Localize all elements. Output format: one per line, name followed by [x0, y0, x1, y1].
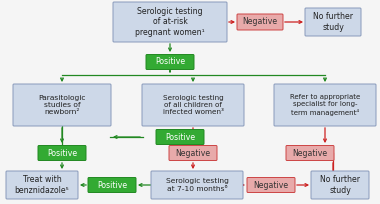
FancyBboxPatch shape	[6, 171, 78, 199]
Text: Negative: Negative	[253, 181, 288, 190]
FancyBboxPatch shape	[13, 84, 111, 126]
Text: Parasitologic
studies of
newborn²: Parasitologic studies of newborn²	[38, 95, 86, 115]
Text: Serologic testing
of at-risk
pregnant women¹: Serologic testing of at-risk pregnant wo…	[135, 7, 205, 37]
Text: Negative: Negative	[242, 18, 277, 27]
Text: Negative: Negative	[176, 149, 211, 157]
Text: Positive: Positive	[47, 149, 77, 157]
FancyBboxPatch shape	[305, 8, 361, 36]
Text: No further
study: No further study	[320, 175, 360, 195]
Text: No further
study: No further study	[313, 12, 353, 32]
FancyBboxPatch shape	[156, 130, 204, 144]
FancyBboxPatch shape	[237, 14, 283, 30]
Text: Positive: Positive	[155, 58, 185, 67]
FancyBboxPatch shape	[247, 177, 295, 193]
FancyBboxPatch shape	[38, 145, 86, 161]
FancyBboxPatch shape	[169, 145, 217, 161]
Text: Negative: Negative	[293, 149, 328, 157]
FancyBboxPatch shape	[274, 84, 376, 126]
FancyBboxPatch shape	[88, 177, 136, 193]
Text: Treat with
benznidazole⁵: Treat with benznidazole⁵	[14, 175, 70, 195]
Text: Serologic testing
at 7-10 months⁶: Serologic testing at 7-10 months⁶	[166, 178, 228, 192]
Text: Refer to appropriate
specialist for long-
term management⁴: Refer to appropriate specialist for long…	[290, 94, 360, 116]
FancyBboxPatch shape	[142, 84, 244, 126]
FancyBboxPatch shape	[286, 145, 334, 161]
FancyBboxPatch shape	[113, 2, 227, 42]
FancyBboxPatch shape	[146, 54, 194, 70]
Text: Positive: Positive	[165, 133, 195, 142]
FancyBboxPatch shape	[151, 171, 243, 199]
Text: Serologic testing
of all children of
infected women³: Serologic testing of all children of inf…	[163, 95, 223, 115]
FancyBboxPatch shape	[311, 171, 369, 199]
Text: Positive: Positive	[97, 181, 127, 190]
